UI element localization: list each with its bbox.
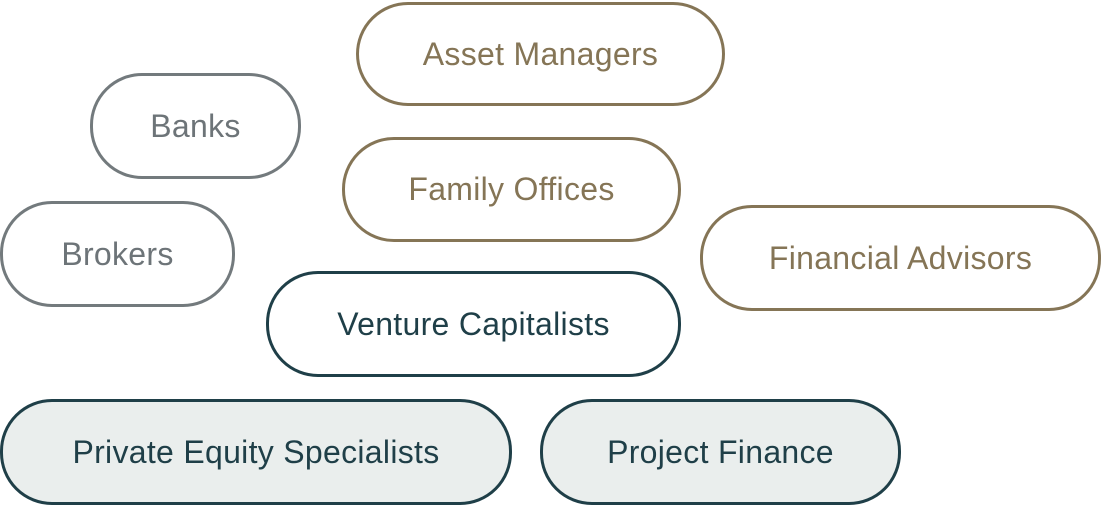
tag-asset-managers[interactable]: Asset Managers — [356, 2, 725, 106]
tag-private-equity-specialists[interactable]: Private Equity Specialists — [0, 399, 512, 505]
tag-brokers[interactable]: Brokers — [0, 201, 235, 307]
tag-financial-advisors[interactable]: Financial Advisors — [700, 205, 1101, 311]
tag-family-offices[interactable]: Family Offices — [342, 137, 681, 242]
tag-banks[interactable]: Banks — [90, 73, 301, 179]
tag-venture-capitalists[interactable]: Venture Capitalists — [266, 271, 681, 377]
tag-project-finance[interactable]: Project Finance — [540, 399, 901, 505]
